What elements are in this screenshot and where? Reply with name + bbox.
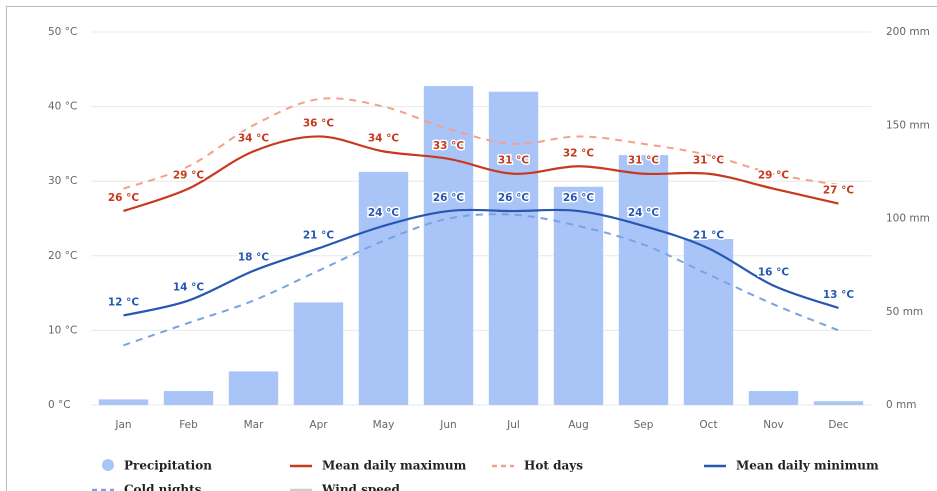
line (123, 97, 839, 190)
bar (683, 239, 734, 405)
data-label: 31 °C (498, 155, 530, 167)
data-label: 21 °C (303, 229, 335, 241)
x-tick-label: Mar (244, 419, 264, 431)
bar (163, 391, 214, 405)
y-tick-label: 50 °C (48, 26, 77, 38)
x-tick-label: Jun (439, 419, 456, 431)
data-label: 34 °C (368, 132, 400, 144)
bar (98, 399, 149, 405)
bar (228, 371, 279, 405)
data-label: 29 °C (758, 170, 790, 182)
line (123, 208, 839, 317)
y-tick-label: 30 °C (48, 175, 77, 187)
legend-label: Precipitation (124, 459, 212, 473)
bar (618, 155, 669, 405)
bar (423, 86, 474, 406)
bar (748, 391, 799, 405)
y2-tick-label: 0 mm (886, 399, 916, 411)
x-tick-label: Jan (114, 419, 131, 431)
lines (123, 97, 839, 347)
data-label: 14 °C (173, 282, 205, 294)
bar (488, 91, 539, 406)
data-label: 26 °C (498, 192, 530, 204)
x-tick-label: Nov (763, 419, 784, 431)
data-label: 24 °C (628, 207, 660, 219)
data-label: 26 °C (563, 192, 595, 204)
data-label: 36 °C (303, 117, 335, 129)
x-tick-label: Sep (634, 419, 654, 431)
bar (293, 302, 344, 405)
data-label: 26 °C (433, 192, 465, 204)
line (123, 213, 839, 347)
bar (553, 186, 604, 405)
y-tick-label: 10 °C (48, 324, 77, 336)
data-label: 31 °C (693, 155, 725, 167)
data-label: 16 °C (758, 267, 790, 279)
x-tick-label: May (373, 419, 395, 431)
data-label: 18 °C (238, 252, 270, 264)
data-label: 31 °C (628, 155, 660, 167)
data-label: 24 °C (368, 207, 400, 219)
data-label: 33 °C (433, 140, 465, 152)
x-tick-label: Feb (179, 419, 198, 431)
legend-label: Hot days (524, 459, 583, 473)
data-label: 26 °C (108, 192, 140, 204)
line (123, 135, 839, 213)
x-tick-label: Jul (506, 419, 520, 431)
grid: 0 °C 10 °C 20 °C 30 °C 40 °C 50 °C 0 mm 50 mm 10… (48, 26, 930, 431)
legend-label: Cold nights (124, 483, 202, 491)
data-label: 13 °C (823, 289, 855, 301)
legend-label: Mean daily minimum (736, 459, 879, 473)
y2-tick-label: 50 mm (886, 306, 923, 318)
data-label: 34 °C (238, 132, 270, 144)
bar (358, 171, 409, 405)
x-tick-label: Oct (699, 419, 717, 431)
legend: Precipitation Mean daily maximum Hot days M… (92, 459, 879, 491)
legend-label: Wind speed (321, 483, 401, 491)
data-label: 12 °C (108, 296, 140, 308)
legend-label: Mean daily maximum (322, 459, 467, 473)
labels: 26 °C 29 °C 34 °C 36 °C 34 °C 33 °C 31 °C 32 °C… (106, 116, 856, 310)
x-tick-label: Dec (828, 419, 849, 431)
bar (813, 401, 864, 405)
legend-swatch (102, 459, 114, 471)
bars (98, 86, 864, 406)
frame (6, 6, 937, 491)
data-label: 29 °C (173, 170, 205, 182)
x-tick-label: Aug (568, 419, 589, 431)
y-tick-label: 20 °C (48, 250, 77, 262)
data-label: 32 °C (563, 147, 595, 159)
y2-tick-label: 150 mm (886, 119, 930, 131)
y-tick-label: 0 °C (48, 399, 71, 411)
y-tick-label: 40 °C (48, 101, 77, 113)
data-label: 27 °C (823, 185, 855, 197)
y2-tick-label: 200 mm (886, 26, 930, 38)
y2-tick-label: 100 mm (886, 213, 930, 225)
data-label: 21 °C (693, 229, 725, 241)
x-tick-label: Apr (309, 419, 328, 431)
